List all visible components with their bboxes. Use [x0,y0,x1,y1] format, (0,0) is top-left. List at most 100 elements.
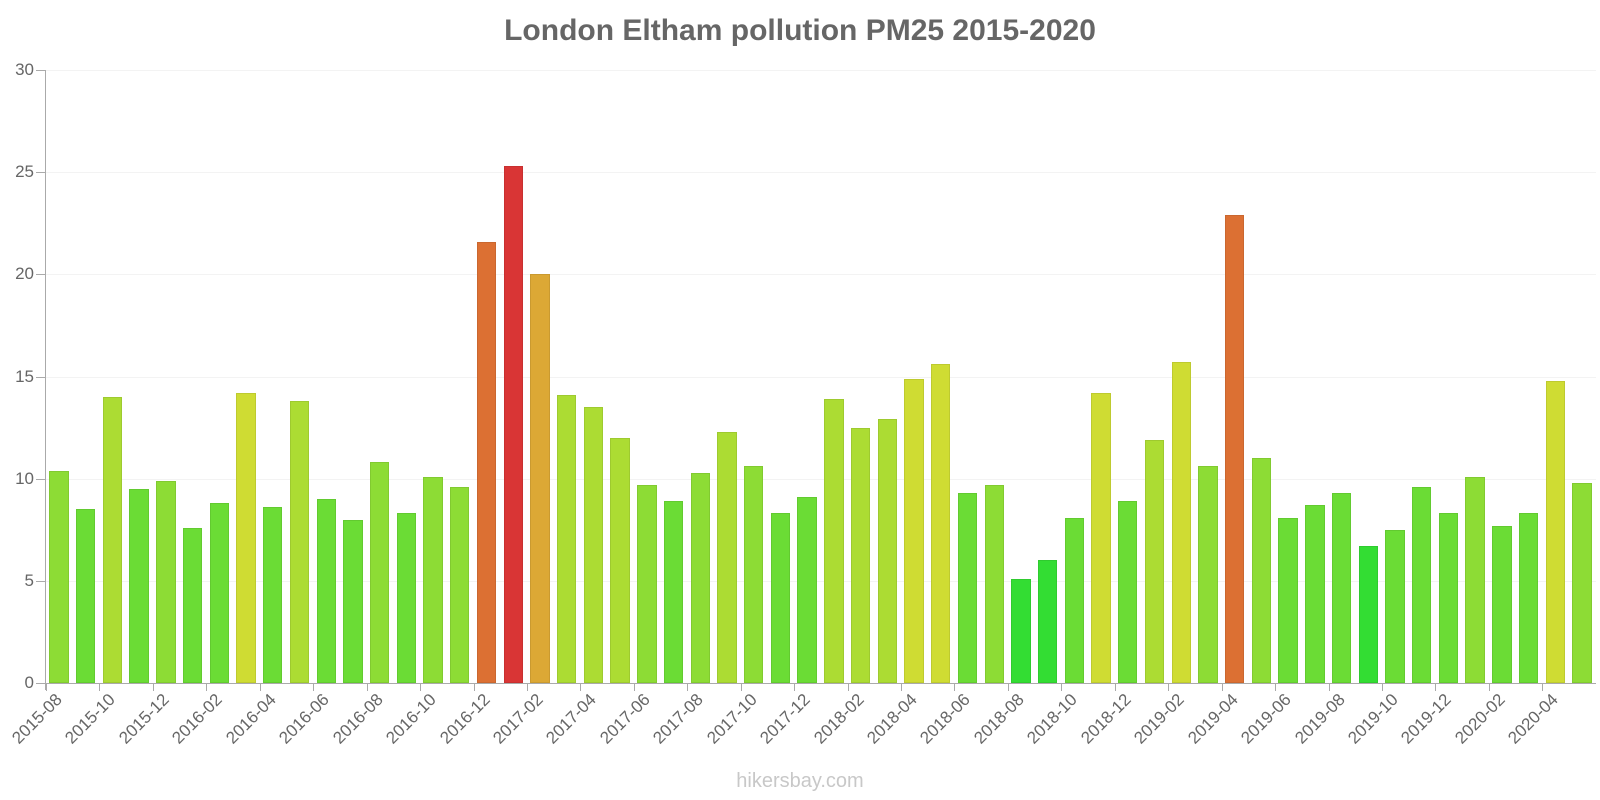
bar-2018-05[interactable] [931,364,951,683]
bar-2018-10[interactable] [1064,517,1085,683]
y-tick [36,172,45,174]
bar-2019-09[interactable] [1358,546,1378,683]
bar-2016-06[interactable] [316,499,336,683]
x-tick [740,683,742,691]
x-tick-label: 2017-08 [649,690,708,748]
bar-2015-09[interactable] [76,509,96,683]
bar-2020-01[interactable] [1465,476,1485,683]
bar-2017-03[interactable] [556,394,577,683]
bar-2016-11[interactable] [450,486,470,683]
x-tick-label: 2019-10 [1344,690,1402,748]
bar-2018-09[interactable] [1037,560,1058,683]
bar-2018-02[interactable] [850,427,871,683]
x-tick [1221,683,1223,691]
bar-2016-04[interactable] [263,507,283,683]
bar-2017-11[interactable] [770,513,791,683]
bar-2016-08[interactable] [369,462,390,683]
bar-2019-12[interactable] [1438,513,1459,683]
x-tick [46,683,47,691]
bar-2019-02[interactable] [1171,362,1191,683]
bar-2016-01[interactable] [182,527,203,683]
x-tick [1382,683,1383,691]
bar-2016-12[interactable] [476,241,497,683]
x-tick-label: 2017-10 [702,690,761,748]
x-tick [1435,683,1437,691]
x-tick-label: 2018-10 [1023,690,1082,748]
x-tick-label: 2019-02 [1130,690,1189,748]
bar-2019-03[interactable] [1198,466,1218,683]
bar-2019-05[interactable] [1251,458,1272,683]
y-tick [36,376,45,378]
x-tick-label: 2017-02 [489,690,547,748]
x-tick-label: 2016-08 [328,690,387,748]
bar-2015-10[interactable] [102,396,123,683]
x-tick [847,683,849,691]
bar-2017-08[interactable] [690,472,710,683]
bar-2017-04[interactable] [583,407,604,683]
chart-title: London Eltham pollution PM25 2015-2020 [504,14,1096,47]
bar-2018-11[interactable] [1091,392,1111,683]
y-tick-label: 20 [15,264,34,284]
bar-2018-03[interactable] [877,419,897,683]
y-tick-label: 0 [24,673,34,692]
bar-2016-02[interactable] [209,503,229,683]
x-tick-label: 2016-06 [275,690,334,748]
gridline [46,478,1596,480]
bar-2016-10[interactable] [423,476,443,683]
bar-2019-08[interactable] [1331,492,1352,683]
bar-2018-01[interactable] [824,398,844,683]
bar-2019-10[interactable] [1385,529,1405,683]
bar-2019-04[interactable] [1224,215,1245,683]
x-tick-label: 2016-10 [382,690,440,748]
bar-2016-03[interactable] [236,392,256,683]
bar-2020-05[interactable] [1572,482,1592,683]
bar-2019-11[interactable] [1412,486,1432,683]
x-tick-label: 2020-04 [1504,690,1563,748]
x-tick-label: 2018-06 [916,690,975,748]
bar-2017-07[interactable] [663,501,684,683]
bar-2017-12[interactable] [797,497,817,683]
x-tick [1488,683,1490,691]
bar-2016-09[interactable] [396,513,417,683]
x-tick [366,683,368,691]
gridline [46,376,1596,378]
bar-2015-08[interactable] [49,470,69,683]
bar-2016-05[interactable] [289,401,310,683]
y-tick-label: 30 [15,60,34,79]
x-tick-label: 2019-06 [1237,690,1295,748]
y-tick [36,274,45,276]
y-axis-line [45,70,46,690]
bar-2020-02[interactable] [1492,525,1512,683]
bar-2016-07[interactable] [343,519,363,683]
bar-2019-01[interactable] [1144,439,1165,683]
x-tick [1168,683,1170,691]
bar-2017-02[interactable] [530,274,550,683]
gridline [46,172,1596,174]
bar-2020-03[interactable] [1518,513,1539,683]
bar-2017-01[interactable] [503,166,523,683]
bar-2017-10[interactable] [744,466,764,683]
x-tick [526,683,528,691]
bar-2015-12[interactable] [156,480,176,683]
gridline [46,274,1596,276]
bar-2019-07[interactable] [1305,505,1325,683]
x-tick [473,683,475,691]
bar-2018-12[interactable] [1118,501,1138,683]
x-tick-label: 2017-12 [756,690,814,748]
bar-2018-07[interactable] [984,484,1004,683]
bar-2017-05[interactable] [610,437,630,683]
bar-2015-11[interactable] [129,488,149,683]
x-tick-label: 2019-04 [1183,690,1242,748]
bar-2017-06[interactable] [637,484,657,683]
bar-2017-09[interactable] [717,431,737,683]
bar-2018-08[interactable] [1011,578,1031,683]
bar-2020-04[interactable] [1545,380,1565,683]
x-tick [313,683,315,691]
y-tick-label: 25 [15,162,34,182]
bar-2019-06[interactable] [1278,517,1298,683]
x-tick [420,683,422,691]
x-tick-label: 2018-12 [1077,690,1135,748]
bar-2018-06[interactable] [957,492,978,683]
x-tick-label: 2018-04 [863,690,921,748]
bar-2018-04[interactable] [904,378,924,683]
